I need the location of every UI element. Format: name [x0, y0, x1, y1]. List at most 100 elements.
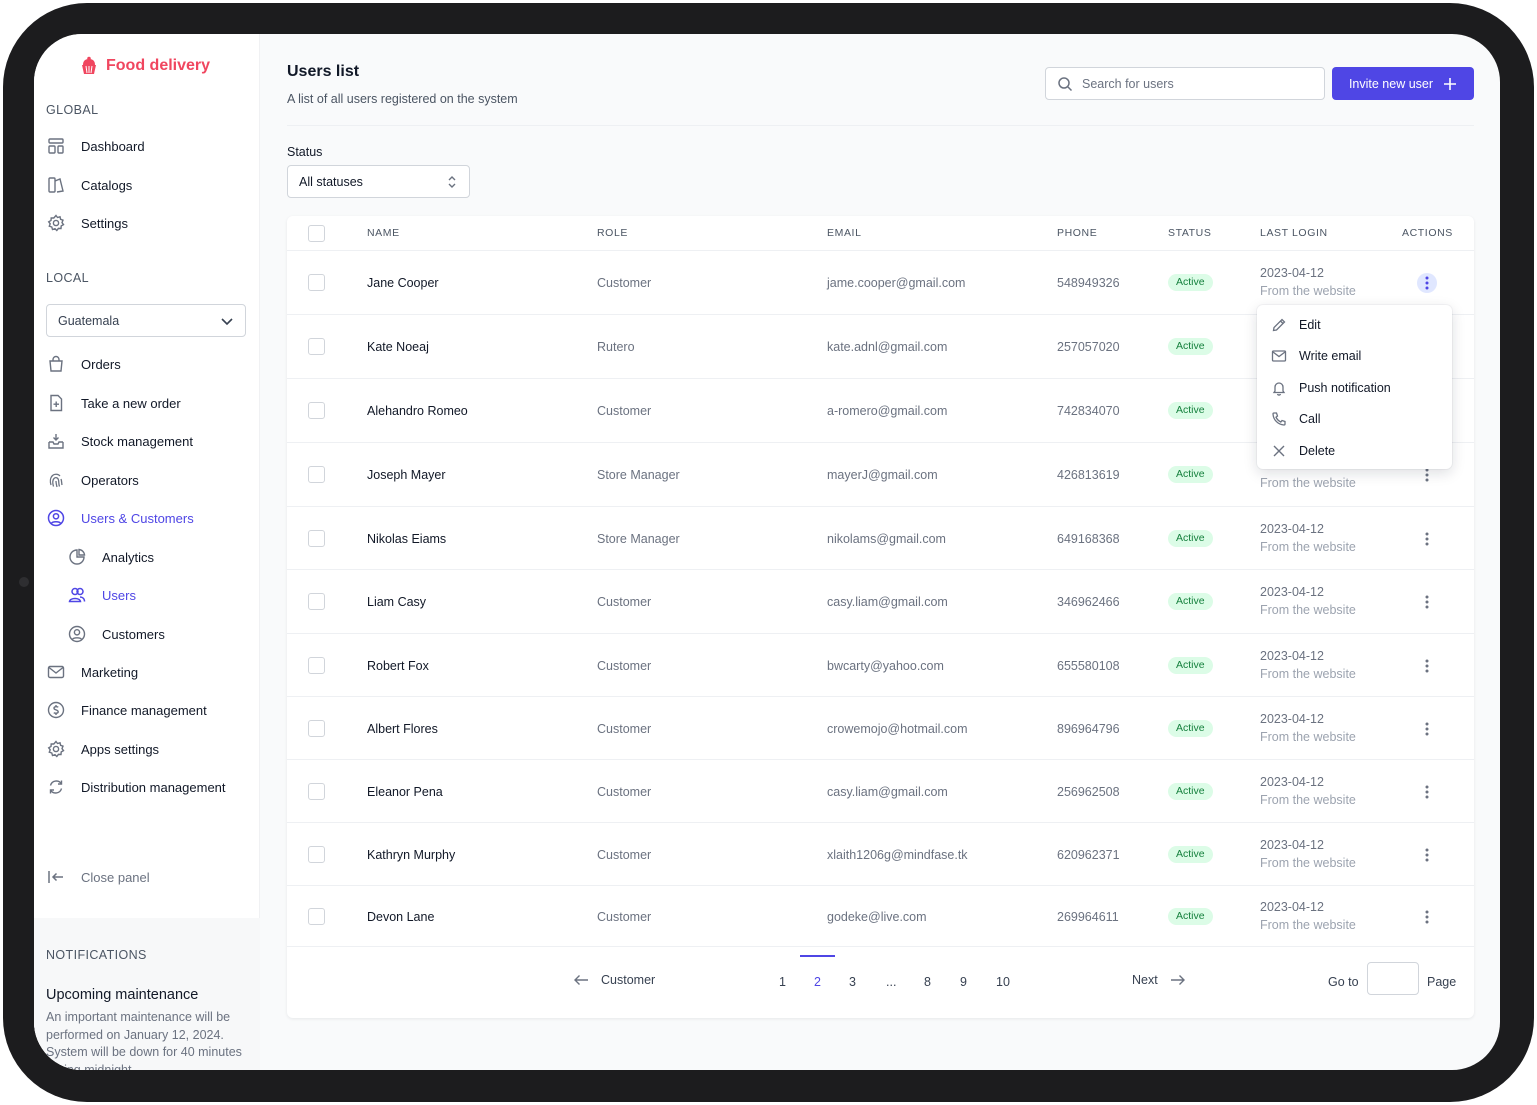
- user-circle-icon: [68, 625, 86, 643]
- row-checkbox[interactable]: [308, 720, 325, 737]
- status-badge: Active: [1168, 466, 1213, 483]
- nav-orders[interactable]: Orders: [46, 352, 121, 376]
- close-panel-button[interactable]: Close panel: [46, 867, 150, 887]
- page-9[interactable]: 9: [960, 975, 967, 989]
- menu-item-delete[interactable]: Delete: [1271, 441, 1335, 461]
- row-checkbox[interactable]: [308, 402, 325, 419]
- row-actions-button[interactable]: [1417, 656, 1437, 676]
- nav-marketing[interactable]: Marketing: [46, 660, 138, 684]
- row-actions-button[interactable]: [1417, 465, 1437, 485]
- nav-take-new-order-label: Take a new order: [81, 395, 181, 411]
- row-checkbox[interactable]: [308, 657, 325, 674]
- user-name: Liam Casy: [367, 595, 427, 609]
- last-login-date: 2023-04-12: [1260, 900, 1324, 914]
- country-select[interactable]: Guatemala: [46, 304, 246, 337]
- select-all-checkbox[interactable]: [308, 225, 325, 242]
- nav-distribution-management[interactable]: Distribution management: [46, 775, 226, 799]
- status-badge: Active: [1168, 338, 1213, 355]
- menu-item-push-notification[interactable]: Push notification: [1271, 378, 1391, 398]
- row-actions-button[interactable]: [1417, 907, 1437, 927]
- nav-dashboard[interactable]: Dashboard: [46, 134, 145, 158]
- table-row[interactable]: Alehandro Romeo Customer a-romero@gmail.co…: [287, 379, 1474, 443]
- page-3[interactable]: 3: [849, 975, 856, 989]
- more-vertical-icon: [1425, 848, 1429, 862]
- nav-customers[interactable]: Customers: [67, 622, 165, 646]
- search-input[interactable]: Search for users: [1045, 67, 1325, 100]
- more-vertical-icon: [1425, 659, 1429, 673]
- column-phone[interactable]: PHONE: [1057, 227, 1098, 239]
- nav-users-label: Users: [102, 587, 136, 603]
- column-last-login[interactable]: LAST LOGIN: [1260, 227, 1328, 239]
- phone-icon: [1272, 412, 1286, 426]
- nav-analytics[interactable]: Analytics: [67, 545, 154, 569]
- menu-item-edit[interactable]: Edit: [1271, 315, 1321, 335]
- nav-operators[interactable]: Operators: [46, 468, 139, 492]
- row-actions-button[interactable]: [1417, 782, 1437, 802]
- more-vertical-icon: [1425, 595, 1429, 609]
- nav-users[interactable]: Users: [67, 583, 136, 607]
- status-badge: Active: [1168, 530, 1213, 547]
- row-actions-button[interactable]: [1417, 273, 1437, 293]
- nav-analytics-label: Analytics: [102, 549, 155, 565]
- row-actions-button[interactable]: [1417, 592, 1437, 612]
- nav-finance-management[interactable]: Finance management: [46, 698, 207, 722]
- table-row[interactable]: Joseph Mayer Store Manager mayerJ@gmail.co…: [287, 443, 1474, 507]
- row-actions-button[interactable]: [1417, 719, 1437, 739]
- column-role[interactable]: ROLE: [597, 227, 628, 239]
- table-row[interactable]: Kathryn Murphy Customer xlaith1206g@mindfa…: [287, 823, 1474, 886]
- row-checkbox[interactable]: [308, 338, 325, 355]
- table-row[interactable]: Robert Fox Customer bwcarty@yahoo.com 65558…: [287, 634, 1474, 697]
- row-checkbox[interactable]: [308, 530, 325, 547]
- menu-item-edit-label: Edit: [1299, 318, 1321, 332]
- row-checkbox[interactable]: [308, 783, 325, 800]
- page-2[interactable]: 2: [814, 975, 821, 989]
- nav-users-customers-label: Users & Customers: [81, 510, 194, 526]
- goto-page-input[interactable]: [1367, 962, 1419, 995]
- table-row[interactable]: Eleanor Pena Customer casy.liam@gmail.com 2…: [287, 760, 1474, 823]
- page-10[interactable]: 10: [996, 975, 1010, 989]
- user-name: Joseph Mayer: [367, 468, 446, 482]
- menu-item-call[interactable]: Call: [1271, 409, 1321, 429]
- menu-item-write-email[interactable]: Write email: [1271, 346, 1361, 366]
- row-checkbox[interactable]: [308, 274, 325, 291]
- row-checkbox[interactable]: [308, 466, 325, 483]
- page-1[interactable]: 1: [779, 975, 786, 989]
- pagination-next[interactable]: Next: [1132, 973, 1186, 987]
- last-login-date: 2023-04-12: [1260, 838, 1324, 852]
- user-phone: 269964611: [1057, 910, 1119, 924]
- layout-icon: [48, 138, 64, 154]
- status-filter-select[interactable]: All statuses: [287, 165, 470, 198]
- header-divider: [287, 125, 1474, 126]
- brand-logo[interactable]: Food delivery: [80, 56, 210, 76]
- user-email: jame.cooper@gmail.com: [827, 276, 966, 290]
- table-row[interactable]: Jane Cooper Customer jame.cooper@gmail.com…: [287, 251, 1474, 315]
- page-8[interactable]: 8: [924, 975, 931, 989]
- column-email[interactable]: EMAIL: [827, 227, 862, 239]
- goto-label: Go to: [1328, 975, 1359, 989]
- bag-icon: [49, 355, 63, 372]
- table-row[interactable]: Devon Lane Customer godeke@live.com 2699646…: [287, 886, 1474, 947]
- nav-settings[interactable]: Settings: [46, 211, 128, 235]
- row-checkbox[interactable]: [308, 593, 325, 610]
- nav-catalogs[interactable]: Catalogs: [46, 173, 132, 197]
- table-row[interactable]: Albert Flores Customer crowemojo@hotmail.c…: [287, 697, 1474, 760]
- nav-take-new-order[interactable]: Take a new order: [46, 391, 181, 415]
- current-page-indicator: [800, 955, 835, 957]
- refresh-icon: [49, 780, 63, 794]
- row-actions-button[interactable]: [1417, 845, 1437, 865]
- user-name: Devon Lane: [367, 910, 435, 924]
- nav-users-customers[interactable]: Users & Customers: [46, 506, 194, 530]
- nav-settings-label: Settings: [81, 215, 128, 231]
- row-actions-button[interactable]: [1417, 529, 1437, 549]
- pagination-prev[interactable]: Customer: [573, 973, 655, 987]
- table-row[interactable]: Nikolas Eiams Store Manager nikolams@gmail…: [287, 507, 1474, 570]
- table-row[interactable]: Kate Noeaj Rutero kate.adnl@gmail.com 25705…: [287, 315, 1474, 379]
- column-status[interactable]: STATUS: [1168, 227, 1212, 239]
- table-row[interactable]: Liam Casy Customer casy.liam@gmail.com 3469…: [287, 570, 1474, 634]
- invite-user-button[interactable]: Invite new user: [1332, 67, 1474, 100]
- row-checkbox[interactable]: [308, 908, 325, 925]
- nav-stock-management[interactable]: Stock management: [46, 429, 193, 453]
- row-checkbox[interactable]: [308, 846, 325, 863]
- column-name[interactable]: NAME: [367, 227, 400, 239]
- nav-apps-settings[interactable]: Apps settings: [46, 737, 159, 761]
